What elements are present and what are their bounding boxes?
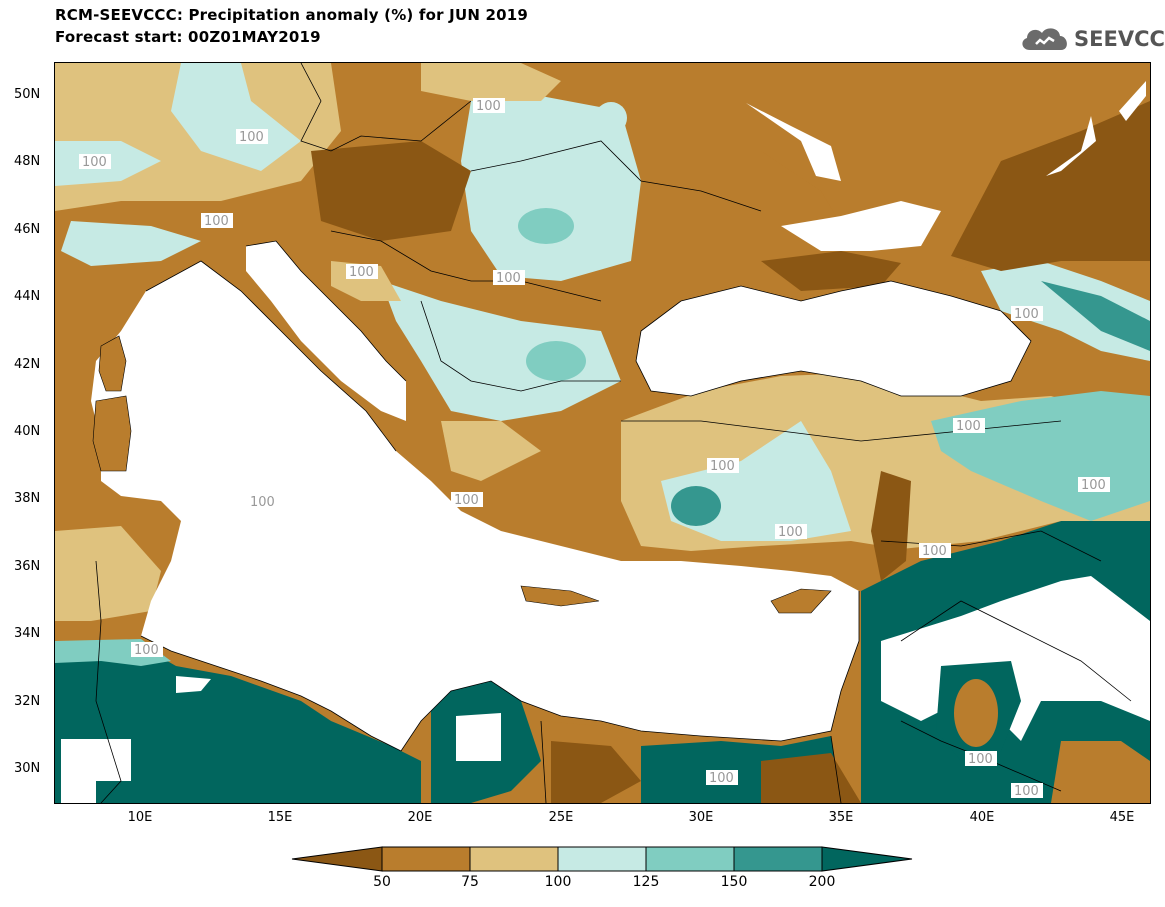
contour-label-poland: 100 (476, 99, 501, 114)
lat-label-30n: 30N (14, 761, 41, 776)
cyrenaica-white (456, 713, 501, 761)
sea-of-azov (781, 201, 941, 251)
contour-label-germany: 100 (239, 130, 264, 145)
contour-label-alps: 100 (204, 214, 229, 229)
contour-label-greece: 100 (454, 493, 479, 508)
tunisia-tan (55, 526, 161, 621)
crete-island (520, 585, 600, 607)
colorbar-label-100: 100 (544, 874, 572, 890)
country-borders (95, 63, 1132, 803)
lat-label-32n: 32N (14, 694, 41, 709)
colorbar (291, 846, 913, 872)
russia-dark-brown (951, 101, 1150, 271)
lat-label-46n: 46N (14, 222, 41, 237)
balkan-light-teal (381, 281, 621, 421)
lon-label-30e: 30E (688, 810, 714, 825)
italy-north-light-teal (61, 221, 201, 266)
lon-label-40e: 40E (969, 810, 995, 825)
contour-label-arabia: 100 (968, 752, 993, 767)
white-streak-1 (746, 103, 841, 181)
colorbar-100-125 (557, 846, 647, 872)
contour-label-syria: 100 (922, 544, 947, 559)
arabia-brown-cell (954, 679, 998, 747)
colorbar-label-125: 125 (632, 874, 660, 890)
lon-label-15e: 15E (267, 810, 293, 825)
map-title: RCM-SEEVCCC: Precipitation anomaly (%) f… (55, 6, 529, 24)
contour-label-serbia: 100 (496, 271, 521, 286)
forecast-start-label: Forecast start: 00Z01MAY2019 (55, 28, 321, 46)
hungary-dark-brown (311, 141, 471, 241)
colorbar-label-50: 50 (373, 874, 391, 890)
logo-text: SEEVCCC (1074, 27, 1165, 51)
contour-label-anatolia: 100 (710, 459, 735, 474)
north-africa-teal-region (55, 646, 421, 803)
libya-white-patch-2 (176, 676, 211, 693)
contour-label-south-turkey: 100 (778, 525, 803, 540)
colorbar-50-75 (381, 846, 471, 872)
lon-label-25e: 25E (548, 810, 574, 825)
lat-label-50n: 50N (14, 87, 41, 102)
colorbar-label-150: 150 (720, 874, 748, 890)
lat-label-40n: 40N (14, 424, 41, 439)
contour-label-tunisia: 100 (134, 643, 159, 658)
lat-label-44n: 44N (14, 289, 41, 304)
lat-label-48n: 48N (14, 154, 41, 169)
seevccc-logo: SEEVCCC (1018, 24, 1165, 54)
lon-label-35e: 35E (828, 810, 854, 825)
carpathian-teal-cell (518, 208, 574, 244)
contour-label-croatia: 100 (349, 265, 374, 280)
crimea-dark-brown (761, 251, 901, 291)
adriatic-sea (246, 241, 406, 421)
cloud-logo-icon (1022, 28, 1067, 50)
sardinia-island (92, 395, 132, 472)
caucasus-teal (1041, 281, 1150, 351)
arabia-brown-se (1051, 741, 1150, 803)
lat-label-34n: 34N (14, 626, 41, 641)
caucasus-light-teal (981, 261, 1150, 361)
contour-label-saudi: 100 (1014, 784, 1039, 799)
lat-label-38n: 38N (14, 491, 41, 506)
mediterranean-sea (91, 261, 859, 751)
egypt-dark-brown (551, 741, 641, 803)
contour-label-iraq-north: 100 (1081, 478, 1106, 493)
colorbar-75-100 (469, 846, 559, 872)
colorbar-label-200: 200 (808, 874, 836, 890)
colorbar-below-50 (291, 846, 383, 872)
lon-label-20e: 20E (407, 810, 433, 825)
contour-labels: 100 100 100 100 100 100 100 100 100 100 … (79, 98, 1110, 799)
corsica-island (98, 335, 127, 392)
poland-tan (421, 63, 561, 101)
colorbar-label-75: 75 (461, 874, 479, 890)
colorbar-125-150 (645, 846, 735, 872)
map-canvas: 100 100 100 100 100 100 100 100 100 100 … (55, 63, 1150, 803)
colorbar-above-200 (821, 846, 913, 872)
germany-light-teal (171, 63, 301, 171)
lat-label-36n: 36N (14, 559, 41, 574)
black-sea (636, 281, 1031, 396)
levant-dark-brown (871, 471, 911, 581)
contour-label-sicily: 100 (250, 495, 275, 510)
cyprus-island (770, 588, 832, 614)
contour-label-egypt: 100 (709, 771, 734, 786)
contour-label-france: 100 (82, 155, 107, 170)
lon-label-10e: 10E (127, 810, 153, 825)
precipitation-anomaly-map: 100 100 100 100 100 100 100 100 100 100 … (54, 62, 1151, 804)
anatolia-teal-cell (671, 486, 721, 526)
white-streak-2 (1046, 116, 1096, 176)
greece-tan (441, 421, 541, 481)
contour-label-east-turkey: 100 (956, 419, 981, 434)
libya-white-patch (61, 739, 131, 803)
colorbar-150-200 (733, 846, 823, 872)
ukraine-light-teal-dot (595, 102, 627, 134)
contour-label-caucasus: 100 (1014, 307, 1039, 322)
white-streak-3 (1119, 81, 1146, 121)
balkan-teal-cell (526, 341, 586, 381)
lat-label-42n: 42N (14, 357, 41, 372)
lon-label-45e: 45E (1109, 810, 1135, 825)
sinai-brown (761, 753, 861, 803)
